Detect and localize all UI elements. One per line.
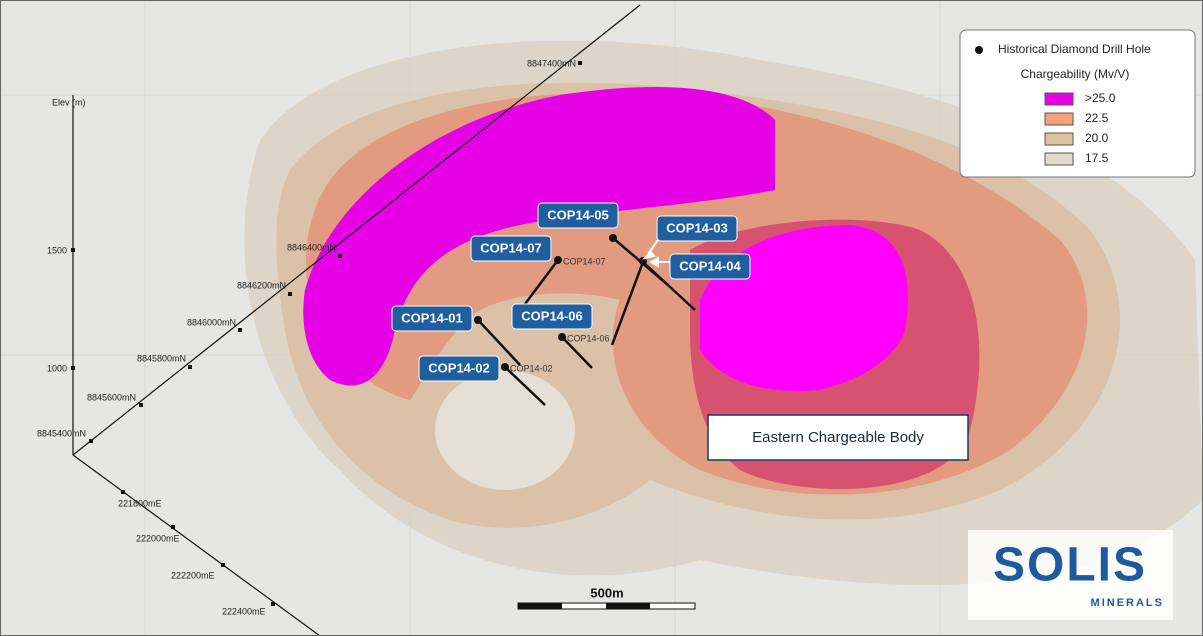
legend-swatch <box>1044 92 1074 106</box>
hole-annotation: COP14-02 <box>510 363 553 373</box>
elevation-tick: 1000 <box>47 363 67 373</box>
hole-label: COP14-07 <box>480 240 541 255</box>
annotation-box <box>707 414 969 461</box>
scale-label: 500m <box>590 585 623 600</box>
axis-ticks <box>71 61 582 606</box>
northing-label: 8845800mN <box>137 353 186 363</box>
legend-swatch <box>1044 112 1074 126</box>
magenta-east <box>700 225 908 391</box>
legend-label: Historical Diamond Drill Hole <box>998 42 1151 56</box>
legend-item: >25.0 <box>1085 91 1116 105</box>
hole-label: COP14-02 <box>428 360 489 375</box>
northing-label: 8845400mN <box>37 428 86 438</box>
annotation: Eastern Chargeable Body <box>752 429 924 446</box>
hole-label: COP14-04 <box>679 258 741 273</box>
hole-label: COP14-06 <box>521 308 582 323</box>
hole-label: COP14-03 <box>666 220 727 235</box>
northing-label: 8846400mN <box>287 242 336 252</box>
logo-name: SOLIS <box>993 539 1147 592</box>
arrows <box>641 239 670 268</box>
legend-marker <box>975 46 983 54</box>
hole-label: COP14-05 <box>547 207 608 222</box>
northing-label: 8846000mN <box>187 317 236 327</box>
legend-item: 22.5 <box>1085 111 1109 125</box>
shell-gap <box>435 370 575 490</box>
legend-item: 20.0 <box>1085 131 1109 145</box>
northing-label: 8845600mN <box>87 392 136 402</box>
hole-annotation: COP14-07 <box>563 256 606 266</box>
axes <box>72 4 641 636</box>
legend-box <box>959 29 1196 178</box>
legend-title: Chargeability (Mv/V) <box>1021 67 1130 81</box>
hole-annotation: COP14-06 <box>567 333 610 343</box>
elevation-tick: 1500 <box>47 245 67 255</box>
easting-label: 222200mE <box>171 570 215 580</box>
northing-label: 8847400mN <box>527 58 576 68</box>
drill-collars <box>474 234 647 371</box>
easting-label: 221800mE <box>118 498 162 508</box>
northing-label: 8846200mN <box>237 280 286 290</box>
easting-label: 222400mE <box>222 606 266 616</box>
axis-title: Elev (m) <box>52 97 86 107</box>
legend-swatch <box>1044 132 1074 146</box>
logo-box <box>968 530 1173 620</box>
magenta-arc <box>303 87 775 386</box>
legend-item: 17.5 <box>1085 151 1109 165</box>
callouts <box>391 202 751 382</box>
logo-subtitle: MINERALS <box>1091 597 1164 609</box>
easting-label: 222000mE <box>136 533 180 543</box>
scale-bar <box>517 602 696 610</box>
legend-swatch <box>1044 152 1074 166</box>
hole-label: COP14-01 <box>401 310 462 325</box>
